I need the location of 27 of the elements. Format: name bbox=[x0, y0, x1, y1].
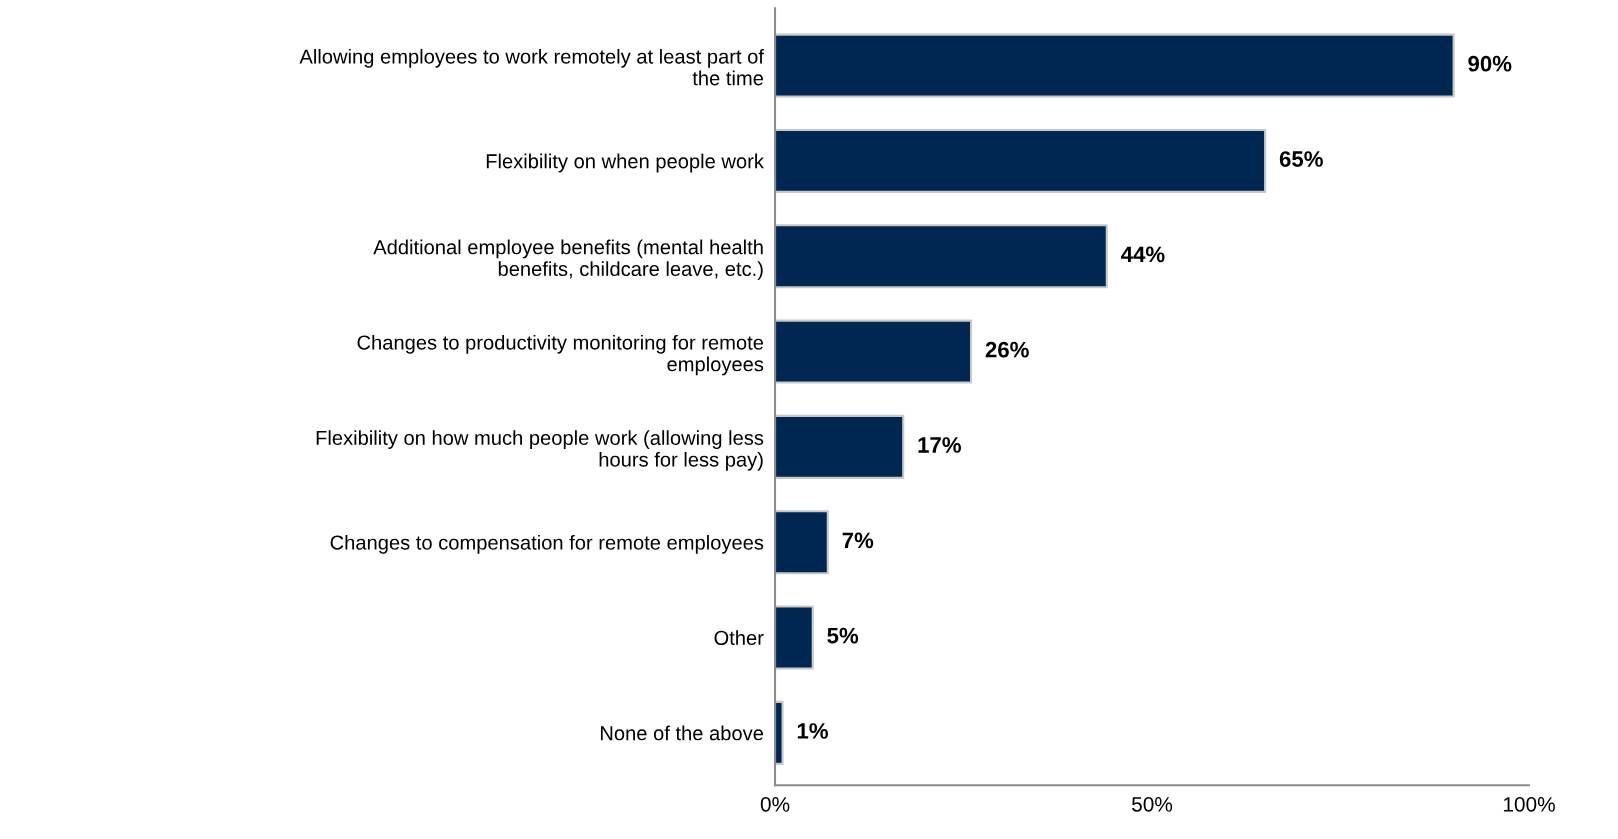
bar bbox=[775, 128, 1267, 193]
y-tick-label: Changes to compensation for remote employees bbox=[330, 534, 764, 554]
bar bbox=[775, 319, 973, 384]
data-label: 44% bbox=[1121, 246, 1165, 263]
data-label: 26% bbox=[985, 341, 1029, 358]
x-tick-label: 100% bbox=[1503, 796, 1555, 812]
x-tick-label: 0% bbox=[760, 796, 790, 812]
bar bbox=[775, 414, 905, 479]
data-label: 65% bbox=[1279, 151, 1323, 167]
y-tick-label: Flexibility on when people work bbox=[486, 153, 764, 173]
x-tick-label: 50% bbox=[1132, 796, 1173, 812]
data-label: 5% bbox=[827, 627, 859, 644]
bar bbox=[775, 33, 1455, 98]
bar bbox=[775, 605, 814, 670]
y-tick-label: Changes to productivity monitoring for remote employees bbox=[357, 334, 764, 376]
y-tick-label: None of the above bbox=[600, 725, 764, 741]
data-label: 90% bbox=[1468, 55, 1512, 72]
data-label: 7% bbox=[842, 532, 874, 549]
bar bbox=[775, 224, 1108, 289]
data-label: 17% bbox=[918, 437, 961, 453]
y-tick-label: Other bbox=[714, 630, 764, 646]
y-tick-label: Allowing employees to work remotely at least part of the time bbox=[299, 48, 764, 86]
y-tick-label: Flexibility on how much people work (allowing less hours for less pay) bbox=[316, 430, 764, 471]
bar bbox=[775, 510, 829, 575]
y-tick-label: Additional employee benefits (mental health benefits, childcare leave, etc.) bbox=[373, 239, 763, 281]
data-label: 1% bbox=[797, 723, 828, 739]
bar bbox=[775, 700, 784, 765]
